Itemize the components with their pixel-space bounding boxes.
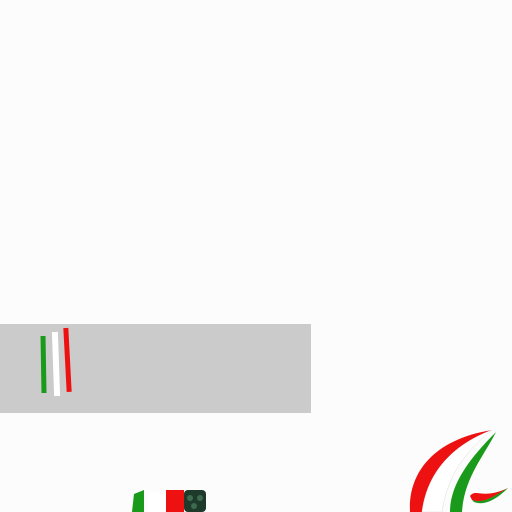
tricolor-flag-fragment-icon xyxy=(132,490,206,512)
italian-flag-stripes-icon xyxy=(40,327,72,397)
gray-panel xyxy=(0,324,311,413)
tricolor-swoosh-logo-icon xyxy=(409,429,508,512)
